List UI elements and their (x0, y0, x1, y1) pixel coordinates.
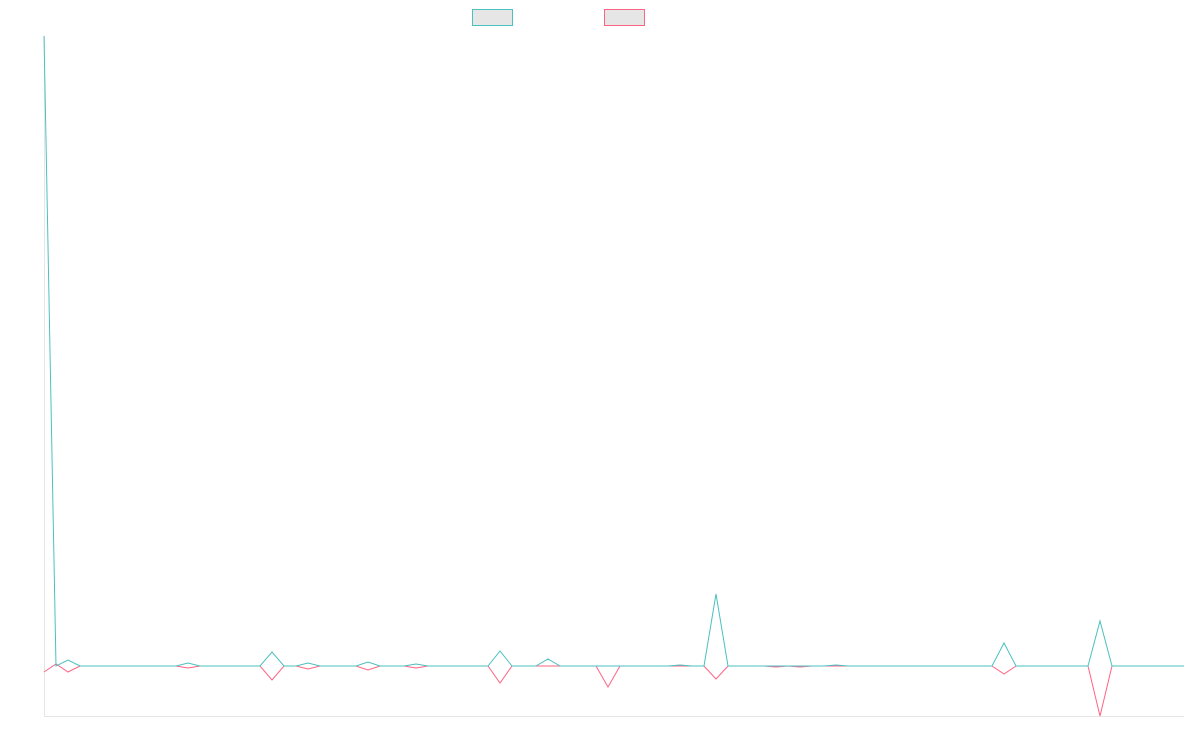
series-line (43, 35, 1184, 667)
series-line (43, 663, 1184, 717)
legend-box[interactable] (472, 9, 513, 26)
legend-box[interactable] (604, 9, 645, 26)
